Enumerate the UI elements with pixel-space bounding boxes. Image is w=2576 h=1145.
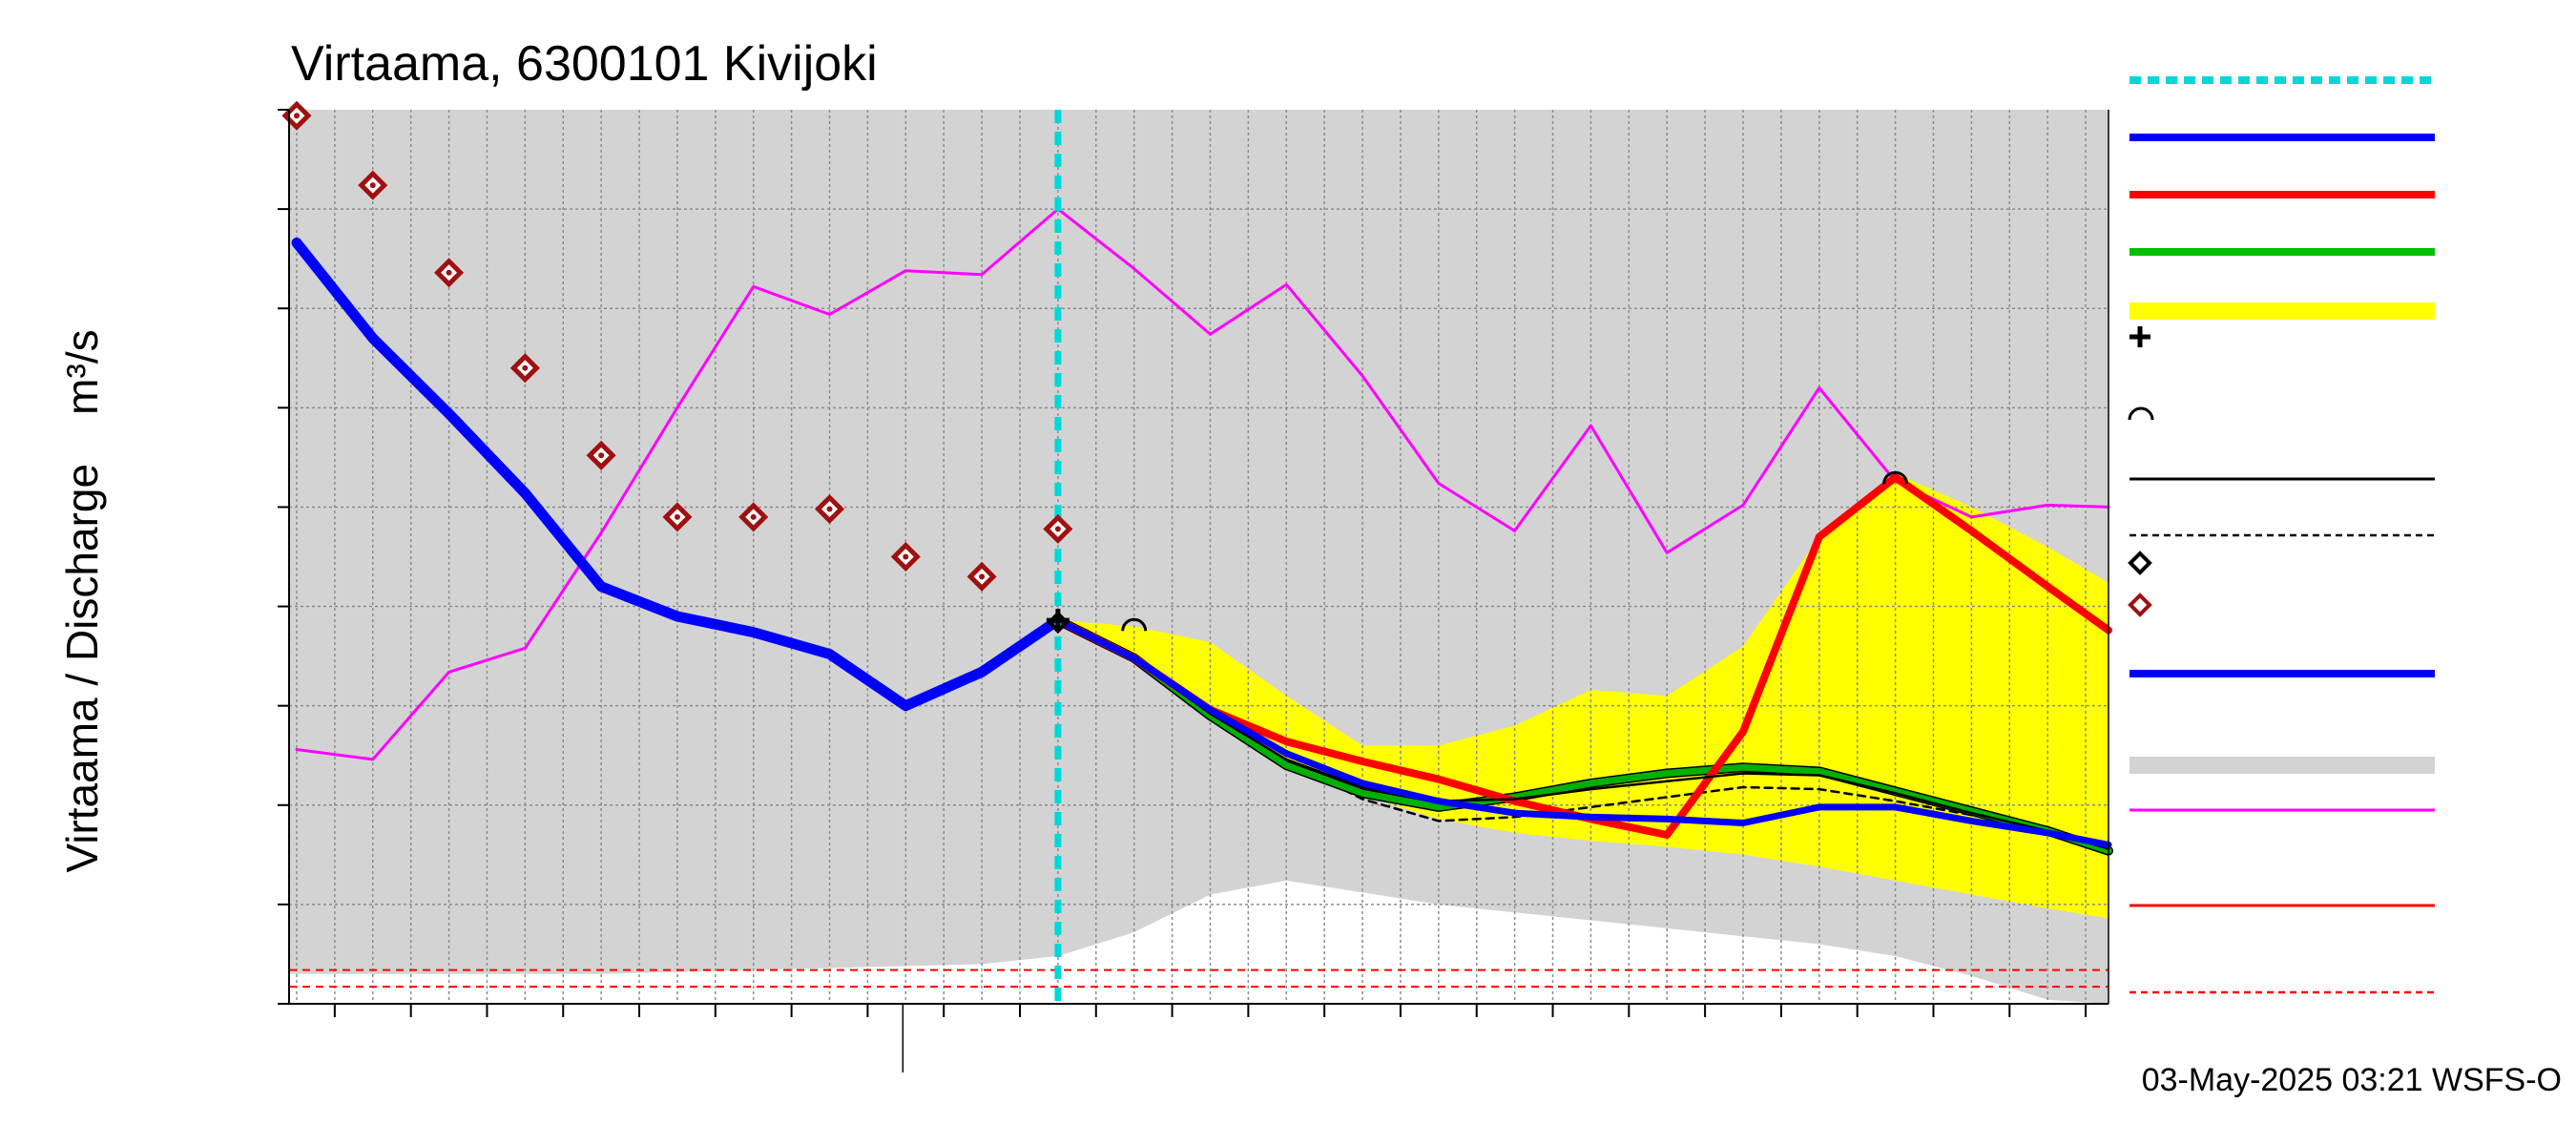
legend [2128,76,2435,994]
single-peak-marker [1121,617,1148,632]
plot-area [281,100,2113,1004]
series-deterministinen-ennuste [1056,618,2110,850]
unreliable-observation-dot [826,506,833,512]
unreliable-observation-dot [979,573,986,580]
single-peak-marker [1882,470,1909,485]
chart-title: Virtaama, 6300101 Kivijoki [291,36,878,92]
unreliable-observation-dot [1054,526,1061,532]
legend-plus-icon [2129,326,2150,347]
legend-arc-icon [2128,406,2154,421]
unreliable-observation-dot [446,269,452,276]
series-simuloitu-historia [291,238,1064,712]
unreliable-observation-dot [369,182,376,189]
unreliable-observation-dot [903,553,909,560]
unreliable-observation-dot [674,513,680,520]
y-axis-label: Virtaama / Discharge m³/s [57,329,107,872]
series-huipun-keskiennuste [1054,616,2112,848]
unreliable-observation-dot [293,113,300,119]
unreliable-observation-dot [598,452,605,459]
unreliable-observation-dot [750,513,757,520]
axes [278,109,2109,1072]
legend-diamond-icon [2128,551,2152,575]
series-havaintojen-mediaani [295,207,2110,761]
legend-diamond-icon [2128,593,2152,617]
mean-peak-marker [1046,609,1070,633]
unreliable-observation-dot [522,364,529,371]
footer-timestamp: 03-May-2025 03:21 WSFS-O [2142,1062,2562,1098]
series-pienimm-n-huipun-ennuste [1054,616,2112,855]
